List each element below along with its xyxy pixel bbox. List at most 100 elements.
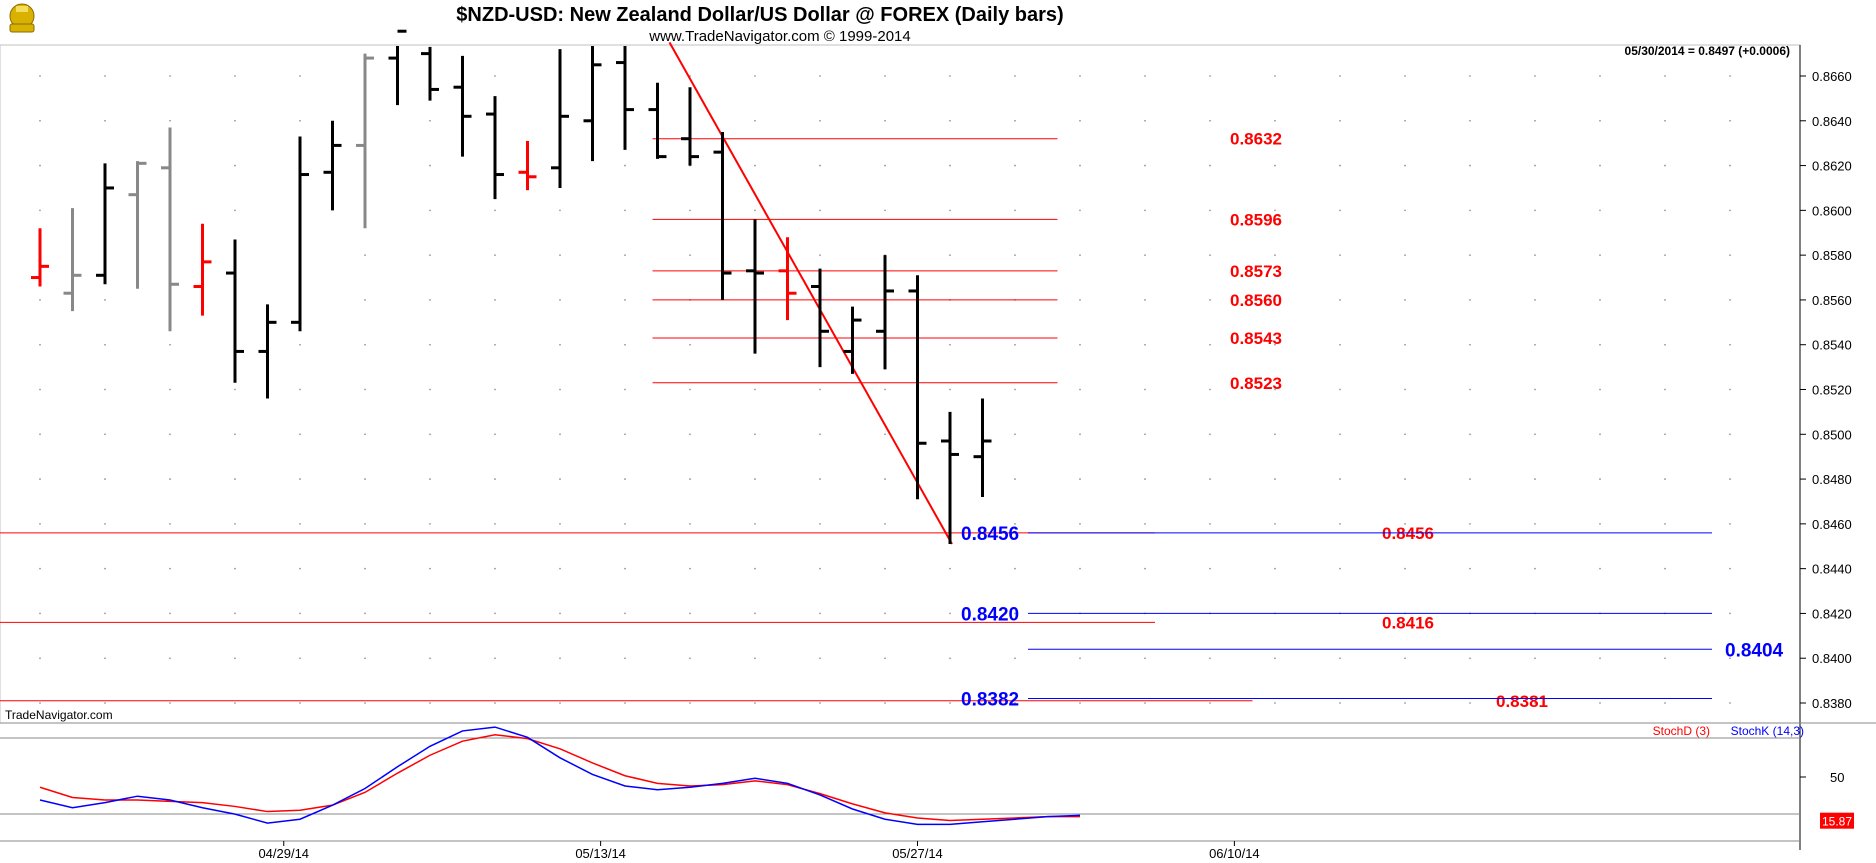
grid-dot — [689, 657, 691, 660]
grid-dot — [1599, 702, 1601, 704]
grid-dot — [299, 657, 301, 660]
grid-dot — [754, 119, 756, 122]
grid-dot — [1209, 388, 1211, 391]
grid-dot — [624, 209, 626, 212]
grid-dot — [1729, 567, 1731, 570]
grid-dot — [39, 522, 41, 525]
grid-dot — [624, 702, 626, 704]
grid-dot — [819, 567, 821, 570]
grid-dot — [1014, 119, 1016, 122]
y-tick-label: 0.8580 — [1812, 248, 1852, 263]
red-level-label: 0.8560 — [1230, 291, 1282, 310]
grid-dot — [1339, 522, 1341, 525]
grid-dot — [1209, 343, 1211, 346]
grid-dot — [1339, 299, 1341, 301]
grid-dot — [1469, 567, 1471, 570]
y-tick-label: 0.8440 — [1812, 562, 1852, 577]
grid-dot — [234, 75, 236, 77]
grid-dot — [1014, 209, 1016, 212]
grid-dot — [364, 478, 366, 480]
grid-dot — [1339, 75, 1341, 77]
grid-dot — [1339, 164, 1341, 167]
grid-dot — [1339, 657, 1341, 660]
ohlc-bar — [518, 140, 537, 191]
grid-dot — [559, 209, 561, 212]
grid-dot — [1209, 299, 1211, 301]
ohlc-bar — [128, 161, 147, 289]
price-bars — [31, 29, 992, 545]
grid-dot — [1534, 299, 1536, 301]
grid-dot — [1339, 343, 1341, 346]
grid-dot — [429, 522, 431, 525]
grid-dot — [1144, 388, 1146, 391]
grid-dot — [754, 522, 756, 525]
grid-dot — [169, 433, 171, 436]
grid-dot — [364, 522, 366, 525]
grid-dot — [494, 299, 496, 301]
grid-dot — [299, 612, 301, 615]
grid-dot — [624, 657, 626, 660]
grid-dot — [1404, 343, 1406, 346]
grid-dot — [559, 567, 561, 570]
ohlc-bar — [96, 163, 114, 285]
grid-dot — [104, 702, 106, 704]
grid-dot — [364, 702, 366, 704]
ohlc-bar — [941, 411, 959, 545]
ohlc-bar — [551, 49, 569, 188]
grid-dot — [429, 388, 431, 391]
grid-dot — [104, 75, 106, 77]
trendline — [668, 41, 953, 545]
grid-dot — [949, 209, 951, 212]
grid-dot — [169, 75, 171, 77]
grid-dot — [234, 612, 236, 615]
grid-dot — [624, 299, 626, 301]
grid-dot — [1014, 567, 1016, 570]
grid-dot — [1599, 657, 1601, 660]
grid-dot — [1404, 433, 1406, 436]
grid-dot — [1664, 388, 1666, 391]
grid-dot — [234, 478, 236, 480]
grid-dot — [39, 702, 41, 704]
grid-dot — [494, 522, 496, 525]
grid-dot — [1729, 299, 1731, 301]
grid-dot — [1599, 209, 1601, 212]
ohlc-bar — [226, 239, 244, 383]
logo-icon — [9, 3, 35, 33]
grid-dot — [754, 388, 756, 391]
grid-dot — [884, 522, 886, 525]
grid-dot — [819, 657, 821, 660]
grid-dot — [1469, 119, 1471, 122]
grid-dot — [494, 388, 496, 391]
grid-dot — [754, 433, 756, 436]
grid-dot — [819, 254, 821, 257]
red-level-label: 0.8416 — [1382, 613, 1434, 632]
grid-dot — [1144, 343, 1146, 346]
grid-dot — [494, 567, 496, 570]
ohlc-bar — [31, 228, 49, 287]
grid-dot — [754, 657, 756, 660]
grid-dot — [1729, 612, 1731, 615]
grid-dot — [1079, 209, 1081, 212]
grid-dot — [1274, 254, 1276, 257]
y-tick-label: 0.8380 — [1812, 696, 1852, 711]
grid-dot — [169, 388, 171, 391]
grid-dot — [1144, 702, 1146, 704]
ohlc-bar — [583, 46, 602, 162]
grid-dot — [1209, 433, 1211, 436]
grid-dot — [429, 343, 431, 346]
grid-dot — [1014, 433, 1016, 436]
grid-dot — [234, 209, 236, 212]
grid-dot — [689, 522, 691, 525]
grid-dot — [624, 433, 626, 436]
grid-dot — [1144, 164, 1146, 167]
grid-dot — [1209, 119, 1211, 122]
grid-dot — [1534, 702, 1536, 704]
grid-dot — [39, 567, 41, 570]
grid-dot — [169, 522, 171, 525]
grid-dot — [1274, 209, 1276, 212]
grid-dot — [1209, 478, 1211, 480]
grid-dot — [559, 388, 561, 391]
grid-dot — [624, 254, 626, 257]
grid-dot — [1274, 75, 1276, 77]
